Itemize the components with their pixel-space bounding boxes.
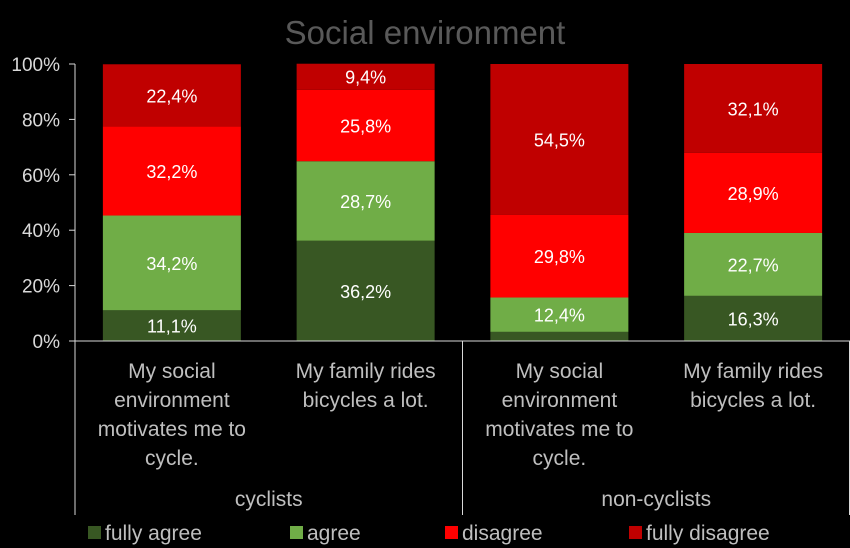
bar-segment [102,64,241,127]
data-label: 34,2% [146,254,197,274]
bar-segment [684,295,823,341]
bar-segment [296,161,435,241]
data-label: 28,7% [340,192,391,212]
legend-label: fully agree [105,522,202,545]
data-label: 54,5% [534,130,585,150]
bar-segment [102,310,241,341]
data-label: 11,1% [147,317,197,337]
bars: 11,1% 34,2% 32,2% 22,4% 36,2% 28,7% 25,8% 9,4% 1… [102,63,823,341]
bar-segment [490,331,629,341]
x-category-label: My family rides [683,360,823,383]
data-label: 32,1% [728,99,779,119]
bar-segment [296,63,435,90]
x-category-label: My social [128,360,216,383]
x-group-label: non-cyclists [601,488,711,511]
data-label: 25,8% [340,116,391,136]
legend-label: disagree [462,522,543,545]
x-category-label: motivates me to [98,418,246,441]
x-category-label: My family rides [296,360,436,383]
y-tick-label: 60% [22,166,60,187]
data-label: 29,8% [534,247,585,267]
y-tick-label: 20% [22,277,60,298]
legend-label: fully disagree [646,522,770,545]
data-label: 16,3% [728,309,779,329]
x-category-label: motivates me to [485,418,633,441]
bar-segment [490,297,629,332]
x-category-label: My social [516,360,604,383]
x-category-label: cycle. [145,447,199,470]
y-tick-label: 40% [22,221,60,242]
legend-swatch [88,526,101,539]
bar-segment [490,214,629,298]
bar-segment [296,89,435,162]
bar-segment [684,232,823,296]
data-label: 36,2% [340,282,391,302]
chart-title: Social environment [285,14,566,51]
y-tick-label: 80% [22,110,60,131]
data-label: 22,7% [728,255,779,275]
bar-segment [684,152,823,233]
x-group-label: cyclists [235,488,303,511]
data-label: 22,4% [146,86,197,106]
legend-label: agree [307,522,361,545]
x-category-label: environment [502,389,618,412]
x-category-label: environment [114,389,230,412]
legend-swatch [445,526,458,539]
x-axis: My social environment motivates me to cycle… [74,340,850,515]
bar-segment [102,126,241,216]
y-tick-label: 100% [11,55,60,76]
data-label: 28,9% [728,184,779,204]
y-axis: 0% 20% 40% 60% 80% 100% [11,55,76,353]
x-category-label: bicycles a lot. [690,389,816,412]
bar-segment [684,64,823,153]
bar-segment [490,64,629,215]
data-label: 9,4% [345,68,386,88]
data-label: 12,4% [534,306,585,326]
data-label: 32,2% [146,162,197,182]
bar-segment [102,215,241,311]
x-category-label: bicycles a lot. [303,389,429,412]
y-tick-label: 0% [33,332,61,353]
bar-segment [296,240,435,341]
x-category-label: cycle. [533,447,587,470]
legend-swatch [290,526,303,539]
legend-swatch [629,526,642,539]
legend: fully agree agree disagree fully disagree [88,522,770,545]
